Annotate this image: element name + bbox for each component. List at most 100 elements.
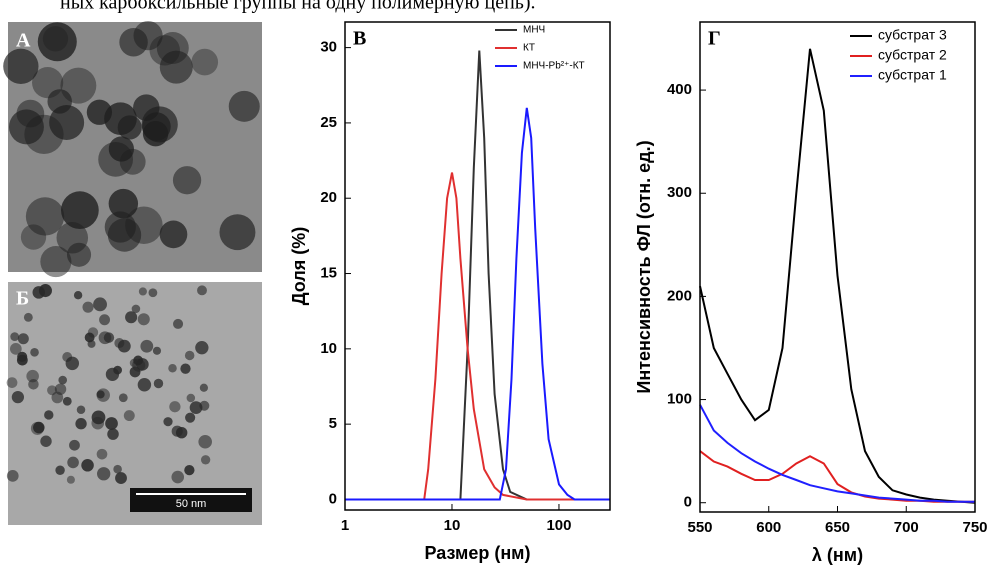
particle (93, 297, 107, 312)
legend-label: субстрат 3 (878, 27, 947, 43)
x-tick-label: 10 (444, 517, 461, 534)
particle (142, 120, 169, 147)
particle (91, 416, 105, 430)
particle (173, 318, 184, 329)
particle (73, 291, 83, 300)
particle (140, 339, 154, 353)
legend-label: КТ (523, 43, 535, 54)
series-line (699, 450, 975, 503)
particle (189, 401, 203, 415)
y-tick-label: 15 (320, 264, 337, 281)
particle (17, 351, 28, 362)
particle (51, 391, 64, 404)
particle (82, 301, 94, 313)
series-line (699, 404, 975, 503)
particle (6, 470, 19, 482)
panel-label: Г (708, 28, 721, 50)
series-line (345, 50, 610, 501)
particle (159, 220, 188, 249)
particle (197, 285, 207, 296)
header-text: ных карбоксильные группы на одну полимер… (60, 0, 536, 14)
particle (125, 311, 138, 324)
legend-label: МНЧ (523, 25, 545, 36)
particle (37, 22, 77, 62)
particle (67, 456, 79, 469)
particle (75, 418, 87, 430)
particle (96, 448, 108, 460)
x-tick-label: 550 (687, 519, 712, 536)
particle (105, 417, 118, 430)
particle (20, 224, 47, 250)
particle (118, 393, 128, 403)
particle (11, 390, 24, 404)
particle (98, 331, 112, 345)
particle (137, 313, 150, 326)
particle (96, 390, 105, 399)
particle (10, 332, 20, 341)
particle (65, 356, 80, 371)
particle (30, 348, 39, 357)
particle (49, 104, 85, 140)
series-line (345, 107, 610, 501)
particle (3, 48, 39, 84)
particle (153, 378, 164, 389)
legend-label: МНЧ-Pb²⁺-КТ (523, 61, 585, 72)
particle (108, 188, 139, 219)
particle (107, 218, 142, 252)
particle (149, 35, 180, 66)
particle (113, 464, 122, 474)
x-tick-label: 700 (894, 519, 919, 536)
x-axis-title: λ (нм) (812, 545, 863, 565)
particle (199, 383, 209, 392)
particle (25, 197, 65, 236)
y-tick-label: 5 (329, 415, 337, 432)
panel-label: В (353, 28, 366, 50)
particle (172, 166, 202, 195)
particle (191, 48, 219, 76)
y-tick-label: 100 (667, 391, 692, 408)
particle (228, 90, 260, 122)
particle (10, 343, 22, 355)
particle (47, 89, 72, 114)
particle (168, 364, 177, 373)
y-tick-label: 10 (320, 340, 337, 357)
particle (33, 421, 45, 434)
particle (58, 375, 67, 385)
particle (66, 475, 75, 484)
y-axis-title: Интенсивность ФЛ (отн. ед.) (634, 140, 654, 393)
particle (132, 358, 146, 372)
particle (198, 434, 212, 449)
plot-frame (699, 21, 976, 513)
particle (26, 369, 39, 383)
particle (105, 367, 120, 382)
legend-label: субстрат 1 (878, 67, 947, 83)
particle (32, 286, 45, 299)
x-tick-label: 600 (756, 519, 781, 536)
particle (185, 412, 196, 423)
particle (17, 333, 29, 345)
particle (152, 346, 162, 355)
particles (3, 21, 260, 484)
particle (107, 428, 119, 440)
y-tick-label: 400 (667, 81, 692, 98)
y-tick-label: 30 (320, 39, 337, 56)
legend-label: субстрат 2 (878, 47, 947, 63)
image-label: А (16, 30, 31, 52)
particle (40, 435, 52, 447)
particle (84, 332, 95, 343)
particle (200, 455, 211, 465)
particle (171, 470, 185, 484)
particle (148, 288, 158, 298)
particle (219, 214, 256, 251)
y-tick-label: 0 (329, 490, 337, 507)
y-axis-title: Доля (%) (289, 227, 309, 306)
particle (99, 314, 110, 326)
particle (117, 339, 131, 353)
y-tick-label: 200 (667, 287, 692, 304)
particle (163, 417, 173, 427)
particle (184, 464, 195, 476)
particle (97, 467, 111, 481)
particle (125, 206, 163, 244)
plot-frame (344, 21, 611, 511)
